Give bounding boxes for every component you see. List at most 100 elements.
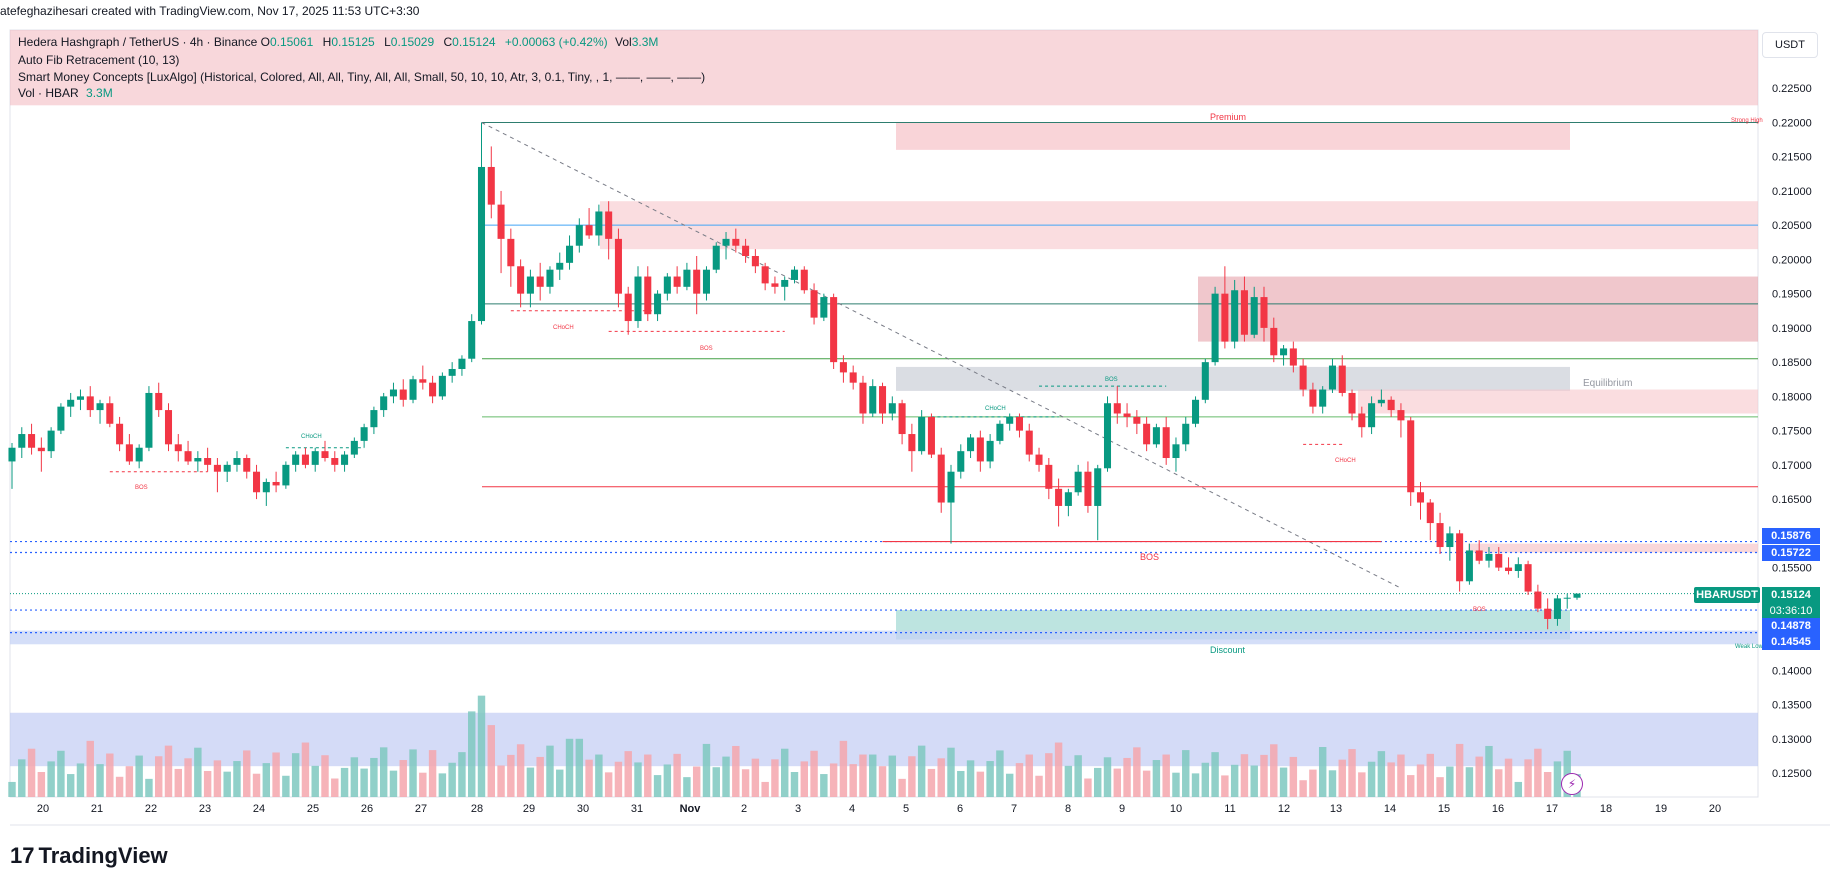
candle-body <box>116 423 124 445</box>
tradingview-logo[interactable]: 17 TradingView <box>10 843 168 869</box>
candle-body <box>321 451 329 459</box>
volume-bar <box>1201 762 1210 797</box>
candle-body <box>947 471 955 503</box>
candle <box>1544 598 1552 630</box>
candle <box>1514 557 1522 578</box>
candle <box>223 461 231 482</box>
candle-body <box>184 451 192 462</box>
candle-body <box>458 358 466 369</box>
candle <box>67 392 75 417</box>
candle <box>556 252 564 280</box>
candle <box>389 382 397 404</box>
candle <box>1094 464 1102 541</box>
volume-bar <box>311 765 319 797</box>
label-bos-3: BOS <box>1140 552 1159 562</box>
x-tick-label: 19 <box>1655 803 1667 815</box>
candle-body <box>742 245 750 256</box>
candle <box>57 403 65 435</box>
candle <box>712 242 720 274</box>
candle-body <box>702 269 710 294</box>
volume-bar <box>370 757 378 797</box>
volume-bar <box>1005 773 1014 797</box>
candle <box>399 379 407 407</box>
volume-bar <box>213 760 222 797</box>
candle-body <box>957 451 965 472</box>
candle-body <box>145 392 153 448</box>
volume-bar <box>57 750 65 797</box>
candle <box>1201 358 1209 404</box>
volume-bar <box>1045 753 1053 797</box>
candle <box>37 437 45 472</box>
volume-bar <box>1074 755 1082 797</box>
volume-bar <box>761 781 769 797</box>
volume-bar <box>1279 767 1288 797</box>
legend-close: 0.15124 <box>452 35 496 49</box>
currency-selector[interactable]: USDT <box>1762 32 1818 58</box>
legend-fib[interactable]: Auto Fib Retracement (10, 13) <box>18 53 180 67</box>
flash-icon[interactable]: ⚡ <box>1561 773 1583 795</box>
volume-bar <box>340 767 349 797</box>
tradingview-mark-icon: 17 <box>10 843 35 868</box>
candle <box>702 266 710 301</box>
candle-body <box>1260 297 1268 328</box>
volume-bar <box>976 771 985 797</box>
candle-body <box>605 211 613 239</box>
candle-body <box>566 245 574 263</box>
legend-symbol: Hedera Hashgraph / TetherUS · 4h · Binan… <box>18 35 258 49</box>
candle <box>1250 286 1258 339</box>
label-premium: Premium <box>1210 112 1246 122</box>
candle-body <box>546 269 554 287</box>
volume-bar <box>937 758 945 797</box>
candle <box>1055 478 1063 527</box>
volume-bar <box>360 768 368 797</box>
candle-body <box>1377 399 1385 404</box>
candle-body <box>429 382 437 397</box>
candle-body <box>1103 403 1112 469</box>
candle-body <box>1426 502 1434 524</box>
candle <box>859 375 867 424</box>
candle-body <box>1084 471 1092 506</box>
price-tag-upper-2: 0.15722 <box>1762 545 1820 561</box>
candle-body <box>1553 598 1561 619</box>
volume-bar <box>849 764 857 797</box>
candle <box>888 396 896 421</box>
candle-body <box>47 430 55 452</box>
label-bos-0: BOS <box>135 485 148 491</box>
candle <box>1505 557 1513 575</box>
candle <box>1084 461 1092 513</box>
candle-body <box>918 416 926 452</box>
candle <box>272 471 280 493</box>
candle <box>1368 396 1376 435</box>
legend-volume-row[interactable]: Vol · HBAR 3.3M <box>18 86 113 100</box>
volume-bar <box>908 756 916 797</box>
x-tick-label: 25 <box>307 803 319 815</box>
y-tick-label: 0.14000 <box>1772 665 1812 677</box>
volume-bar <box>1553 761 1562 797</box>
volume-bar <box>1084 778 1092 797</box>
volume-bar <box>468 711 476 797</box>
candle <box>1211 286 1219 366</box>
x-tick-label: 2 <box>741 803 747 815</box>
candle <box>800 266 808 294</box>
legend-smc[interactable]: Smart Money Concepts [LuxAlgo] (Historic… <box>18 70 706 84</box>
volume-bar <box>233 761 241 797</box>
countdown-tag: 03:36:10 <box>1762 603 1820 619</box>
legend-volume-value: 3.3M <box>86 86 113 100</box>
volume-bar <box>1260 754 1268 797</box>
candle-body <box>1045 464 1053 489</box>
candle <box>331 451 339 472</box>
candle-body <box>399 389 407 400</box>
legend-symbol-row[interactable]: Hedera Hashgraph / TetherUS · 4h · Binan… <box>18 35 658 49</box>
candle <box>1172 437 1180 472</box>
candle <box>1475 540 1483 565</box>
volume-bar <box>1103 757 1112 797</box>
candle <box>86 386 94 417</box>
premium-zone <box>896 122 1570 150</box>
volume-bar <box>741 769 750 797</box>
candle-body <box>1025 430 1033 455</box>
candle-body <box>1211 293 1219 363</box>
candle <box>1348 389 1356 421</box>
x-tick-label: 22 <box>145 803 157 815</box>
candle <box>409 375 417 404</box>
